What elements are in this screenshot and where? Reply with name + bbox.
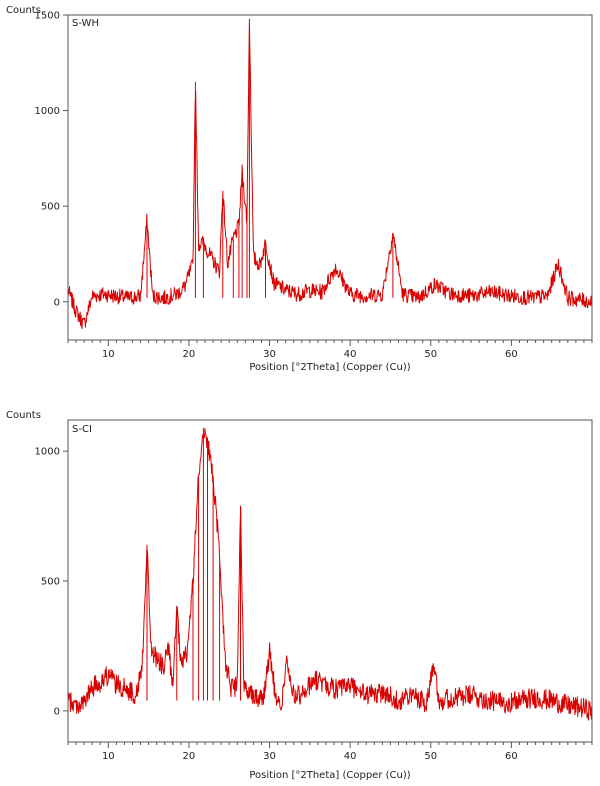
plot-frame: [67, 419, 593, 743]
x-tick-label: 50: [424, 751, 437, 762]
data-series-line: [67, 18, 593, 329]
x-tick-label: 30: [263, 751, 276, 762]
x-tick-label: 50: [424, 349, 437, 360]
y-tick-label: 1500: [35, 11, 60, 22]
y-tick-label: 1000: [35, 447, 60, 458]
x-tick-label: 40: [344, 751, 357, 762]
y-axis: 0 500 1000 1500: [35, 11, 68, 308]
y-tick-label: 500: [41, 202, 60, 213]
sample-label: S-CI: [72, 424, 92, 435]
y-axis-label: Counts: [6, 5, 41, 16]
data-series-line: [67, 427, 593, 721]
x-tick-label: 60: [505, 349, 518, 360]
y-tick-label: 500: [41, 577, 60, 588]
x-axis-label: Position [°2Theta] (Copper (Cu)): [249, 770, 410, 781]
x-axis-label: Position [°2Theta] (Copper (Cu)): [249, 362, 410, 373]
x-tick-label: 20: [183, 751, 196, 762]
sample-label: S-WH: [72, 18, 99, 29]
chart-s-ci: Counts 0 500 1000 10 20 30 40 50 60 S-CI Positi…: [6, 410, 593, 781]
y-tick-label: 1000: [35, 106, 60, 117]
y-tick-label: 0: [54, 706, 60, 717]
plot-frame: [67, 14, 593, 341]
chart-s-wh: Counts 0 500 1000 1500 10 20 30 40 50 60 S-WH Po…: [6, 5, 593, 373]
x-tick-label: 30: [263, 349, 276, 360]
x-axis: 10 20 30 40 50 60: [67, 340, 593, 360]
x-axis: 10 20 30 40 50 60: [67, 742, 593, 762]
y-axis: 0 500 1000: [35, 447, 68, 717]
x-tick-label: 10: [102, 349, 115, 360]
y-tick-label: 0: [54, 297, 60, 308]
x-tick-label: 20: [183, 349, 196, 360]
x-tick-label: 10: [102, 751, 115, 762]
x-tick-label: 60: [505, 751, 518, 762]
x-tick-label: 40: [344, 349, 357, 360]
y-axis-label: Counts: [6, 410, 41, 421]
